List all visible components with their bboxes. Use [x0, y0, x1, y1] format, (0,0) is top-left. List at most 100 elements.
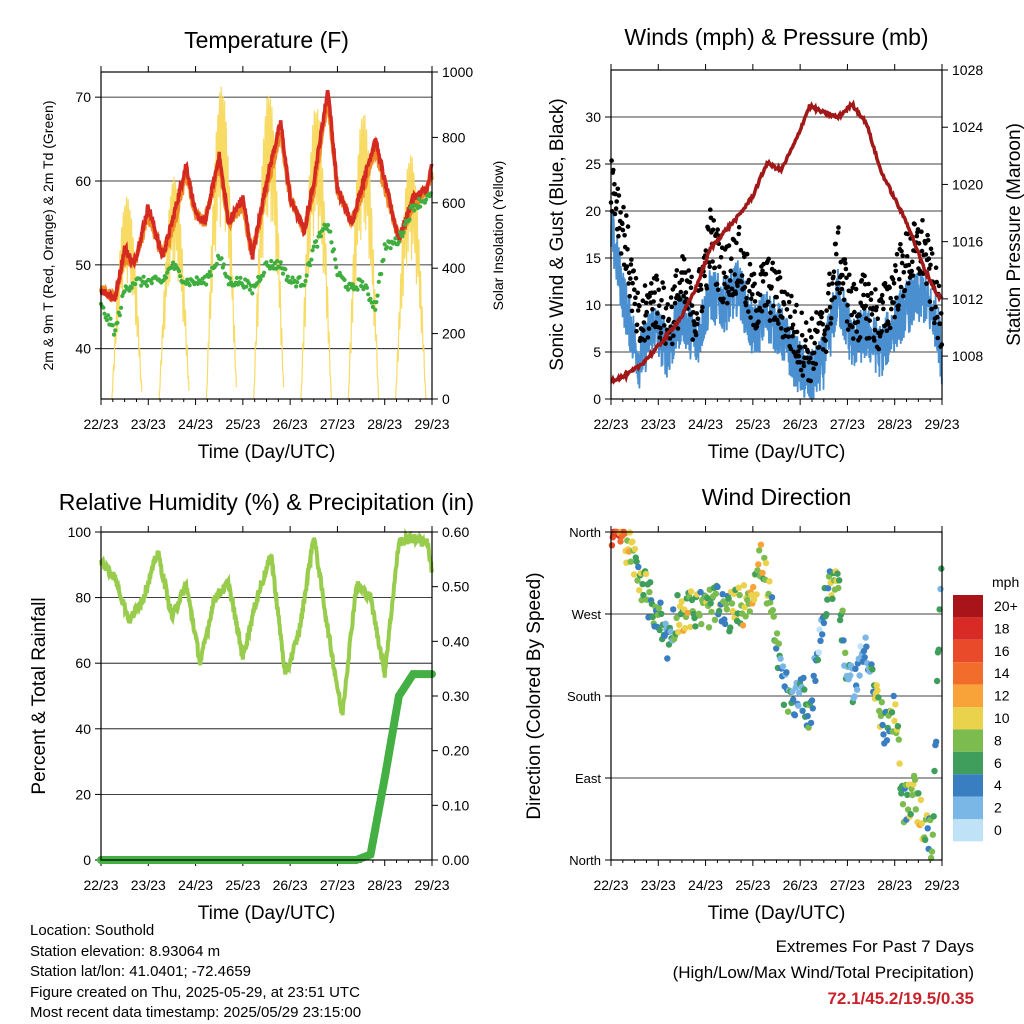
gust-point	[711, 218, 716, 223]
direction-point	[716, 607, 723, 615]
gust-point	[884, 328, 890, 334]
dewpoint-point	[106, 313, 111, 318]
latlon-text: Station lat/lon: 41.0401; -72.4659	[30, 963, 252, 980]
x-tick-label: 27/23	[830, 877, 865, 893]
x-tick-label: 23/23	[641, 877, 676, 893]
legend-label: 10	[994, 710, 1010, 726]
gust-point	[742, 254, 747, 260]
dewpoint-point	[250, 291, 255, 296]
direction-point	[814, 656, 822, 663]
dewpoint-point	[364, 285, 370, 290]
gust-point	[632, 301, 638, 307]
gust-point	[759, 308, 765, 314]
y-tick-label: North	[569, 853, 601, 868]
gust-point	[866, 281, 871, 287]
direction-point	[879, 721, 886, 729]
gust-point	[869, 312, 875, 317]
gust-point	[628, 262, 634, 267]
direction-point	[796, 689, 803, 696]
dewpoint-point	[333, 257, 338, 262]
gust-point	[721, 296, 726, 302]
y-axis-label: Sonic Wind & Gust (Blue, Black)	[547, 98, 568, 370]
direction-point	[769, 607, 776, 614]
direction-point	[684, 609, 691, 617]
dewpoint-point	[246, 281, 251, 286]
dewpoint-point	[370, 304, 375, 310]
gust-point	[678, 289, 684, 295]
dewpoint-point	[244, 284, 249, 289]
x-tick-label: 27/23	[830, 416, 865, 432]
gust-point	[715, 287, 721, 293]
dewpoint-point	[178, 274, 183, 279]
gust-point	[861, 292, 866, 298]
direction-point	[773, 645, 780, 652]
gust-point	[742, 285, 748, 290]
direction-point	[915, 790, 922, 797]
direction-point	[696, 612, 703, 619]
gust-point	[851, 336, 856, 341]
gust-point	[688, 285, 694, 291]
gust-point	[933, 304, 938, 310]
gust-point	[788, 314, 793, 320]
gust-point	[645, 335, 651, 340]
legend-swatch	[953, 751, 983, 775]
dewpoint-point	[111, 332, 117, 337]
x-axis-label: Time (Day/UTC)	[708, 903, 846, 924]
direction-point	[722, 601, 730, 608]
gust-point	[836, 280, 842, 286]
gust-point	[896, 303, 901, 308]
location-text: Location: Southold	[30, 922, 155, 939]
direction-point	[639, 580, 646, 588]
station-info: Location: Southold Station elevation: 8.…	[30, 921, 361, 1024]
direction-point	[810, 672, 817, 680]
sonic-wind-line	[610, 210, 943, 400]
direction-point	[931, 767, 938, 775]
direction-point	[741, 604, 748, 611]
x-tick-label: 27/23	[320, 416, 355, 432]
gust-point	[813, 361, 819, 367]
y2-axis-label: Station Pressure (Maroon)	[1004, 123, 1024, 346]
gust-point	[617, 225, 622, 231]
x-tick-label: 27/23	[320, 877, 355, 893]
direction-point	[608, 542, 616, 549]
direction-point	[808, 697, 816, 704]
dewpoint-point	[308, 263, 313, 268]
gust-point	[665, 302, 670, 307]
solar-insolation-line	[111, 86, 427, 400]
gust-point	[677, 297, 683, 302]
direction-point	[835, 584, 842, 592]
direction-point	[799, 707, 806, 714]
gust-point	[830, 281, 835, 286]
gust-point	[733, 291, 739, 296]
legend-swatch	[953, 729, 983, 752]
y-tick-label: 100	[68, 524, 92, 540]
plot-border	[610, 69, 943, 400]
gust-point	[641, 328, 646, 333]
y-tick-label: 0	[83, 852, 91, 868]
gust-point	[734, 240, 739, 246]
dewpoint-point	[204, 282, 209, 287]
gust-point	[673, 273, 678, 279]
gust-point	[891, 281, 897, 286]
gust-point	[805, 349, 811, 355]
direction-point	[912, 806, 919, 813]
y-tick-label: 60	[75, 173, 91, 189]
direction-point	[918, 820, 925, 827]
gust-point	[839, 286, 845, 292]
dewpoint-point	[133, 282, 138, 287]
gust-point	[844, 275, 849, 281]
direction-point	[697, 588, 704, 596]
gust-point	[794, 329, 800, 335]
y2-tick-label: 0.40	[442, 633, 469, 649]
x-tick-label: 29/23	[924, 416, 959, 432]
x-tick-label: 26/23	[783, 416, 818, 432]
gust-point	[927, 266, 932, 271]
gust-point	[776, 269, 782, 275]
gust-point	[771, 303, 776, 309]
gust-point	[654, 277, 660, 282]
y2-tick-label: 1000	[442, 64, 473, 80]
gust-point	[766, 256, 771, 262]
gust-point	[668, 295, 674, 300]
dewpoint-point	[328, 229, 333, 234]
